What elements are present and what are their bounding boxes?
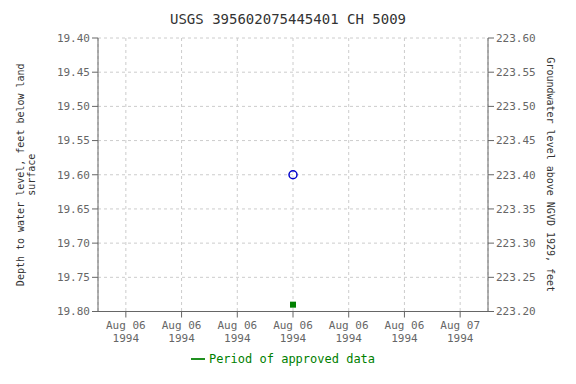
svg-text:223.35: 223.35 [496, 203, 536, 216]
svg-text:223.50: 223.50 [496, 100, 536, 113]
html-text:USGS 395602075445401 CH 5009: USGS 395602075445401 CH 5009 [170, 11, 406, 27]
svg-text:19.45: 19.45 [57, 66, 90, 79]
svg-text:Aug 061994: Aug 061994 [385, 319, 425, 345]
svg-text:Aug 061994: Aug 061994 [217, 319, 257, 345]
svg-text:223.60: 223.60 [496, 32, 536, 45]
svg-text:19.65: 19.65 [57, 203, 90, 216]
svg-text:Aug 061994: Aug 061994 [106, 319, 146, 345]
svg-text:19.60: 19.60 [57, 169, 90, 182]
svg-text:19.50: 19.50 [57, 100, 90, 113]
svg-text:223.45: 223.45 [496, 134, 536, 147]
svg-text:Aug 071994: Aug 071994 [440, 319, 480, 345]
svg-text:Depth to water level, feet bel: Depth to water level, feet below landsur… [15, 63, 37, 286]
svg-text:19.40: 19.40 [57, 32, 90, 45]
svg-text:223.20: 223.20 [496, 305, 536, 318]
svg-text:19.70: 19.70 [57, 237, 90, 250]
svg-text:19.80: 19.80 [57, 305, 90, 318]
svg-text:223.40: 223.40 [496, 169, 536, 182]
svg-text:Aug 061994: Aug 061994 [273, 319, 313, 345]
svg-text:223.25: 223.25 [496, 271, 536, 284]
html-text:Period of approved data: Period of approved data [208, 351, 376, 366]
svg-text:223.55: 223.55 [496, 66, 536, 79]
svg-text:Aug 061994: Aug 061994 [162, 319, 202, 345]
svg-text:19.75: 19.75 [57, 271, 90, 284]
svg-text:Groundwater level above NGVD 1: Groundwater level above NGVD 1929, feet [545, 57, 556, 292]
svg-text:19.55: 19.55 [57, 134, 90, 147]
svg-text:223.30: 223.30 [496, 237, 536, 250]
svg-text:Aug 061994: Aug 061994 [329, 319, 369, 345]
